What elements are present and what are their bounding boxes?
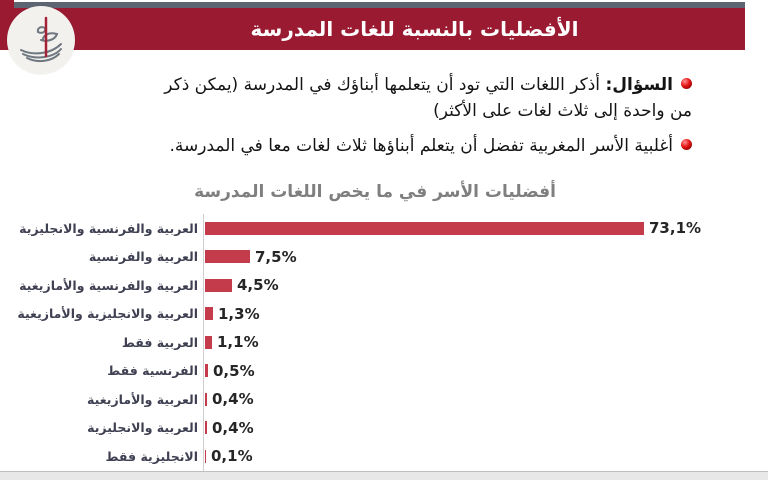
category-label: العربية والفرنسية <box>88 249 198 265</box>
bar <box>205 278 232 292</box>
bar-value-label: 0,4% <box>212 418 254 437</box>
bar-track: 4,5% <box>203 271 708 300</box>
chart-row: العربية والأمازيغية 0,4% <box>8 385 708 414</box>
bar-value-label: 1,3% <box>218 304 260 323</box>
finding-text: أغلبية الأسر المغربية تفضل أن يتعلم أبنا… <box>169 136 673 156</box>
bar-value-label: 73,1% <box>649 219 702 238</box>
bar-track: 0,1% <box>203 442 708 471</box>
bar <box>205 250 250 264</box>
bar <box>205 449 206 463</box>
chart-row: العربية والانجليزية 0,4% <box>8 413 708 442</box>
bar-track: 1,3% <box>203 299 708 328</box>
bar-value-label: 7,5% <box>255 247 297 266</box>
top-strip <box>14 2 745 8</box>
bullet-icon <box>681 139 692 150</box>
bar-track: 7,5% <box>203 242 708 271</box>
category-label: العربية والانجليزية <box>87 420 198 436</box>
bar <box>205 307 213 321</box>
category-label: العربية والفرنسية والأمازيغية <box>19 277 198 293</box>
category-label: الانجليزية فقط <box>105 448 198 464</box>
chart-row: العربية والفرنسية 7,5% <box>8 242 708 271</box>
bullet-icon <box>681 78 692 89</box>
bar-chart: العربية والفرنسية والانجليزية 73,1% العربي… <box>8 214 708 471</box>
header-bar: الأفضليات بالنسبة للغات المدرسة <box>0 8 745 50</box>
chart-row: العربية فقط 1,1% <box>8 328 708 357</box>
page-title: الأفضليات بالنسبة للغات المدرسة <box>250 17 579 41</box>
chart-row: العربية والانجليزية والأمازيغية 1,3% <box>8 299 708 328</box>
bar-track: 0,4% <box>203 385 708 414</box>
header-corner <box>0 0 14 10</box>
calligraphy-logo-icon <box>20 16 62 63</box>
bar <box>205 221 644 235</box>
bar-value-label: 1,1% <box>217 333 259 352</box>
question-label: السؤال: <box>605 75 673 95</box>
bar-track: 0,5% <box>203 356 708 385</box>
bar <box>205 364 208 378</box>
chart-row: العربية والفرنسية والأمازيغية 4,5% <box>8 271 708 300</box>
bottom-band <box>0 471 768 480</box>
bar-value-label: 4,5% <box>237 276 279 295</box>
question-text-line2: من واحدة إلى ثلاث لغات على الأكثر) <box>433 101 692 121</box>
bar-track: 1,1% <box>203 328 708 357</box>
bar <box>205 421 207 435</box>
chart-row: العربية والفرنسية والانجليزية 73,1% <box>8 214 708 243</box>
bar-value-label: 0,5% <box>213 361 255 380</box>
question-block: السؤال: أذكر اللغات التي تود أن يتعلمها … <box>28 72 692 168</box>
chart-row: الفرنسية فقط 0,5% <box>8 356 708 385</box>
bar <box>205 335 212 349</box>
question-text-line1: أذكر اللغات التي تود أن يتعلمها أبناؤك ف… <box>164 75 606 95</box>
category-label: العربية فقط <box>121 334 198 350</box>
bar-value-label: 0,1% <box>211 447 253 466</box>
bullet-question: السؤال: أذكر اللغات التي تود أن يتعلمها … <box>28 72 692 124</box>
bullet-finding: أغلبية الأسر المغربية تفضل أن يتعلم أبنا… <box>28 133 692 159</box>
logo <box>7 6 75 74</box>
category-label: الفرنسية فقط <box>107 363 198 379</box>
bar-value-label: 0,4% <box>212 390 254 409</box>
bar <box>205 392 207 406</box>
bar-track: 0,4% <box>203 413 708 442</box>
category-label: العربية والفرنسية والانجليزية <box>19 220 198 236</box>
chart-title: أفضليات الأسر في ما يخص اللغات المدرسة <box>194 182 556 202</box>
category-label: العربية والأمازيغية <box>87 391 198 407</box>
category-label: العربية والانجليزية والأمازيغية <box>17 306 198 322</box>
chart-row: الانجليزية فقط 0,1% <box>8 442 708 471</box>
bar-track: 73,1% <box>203 214 708 243</box>
